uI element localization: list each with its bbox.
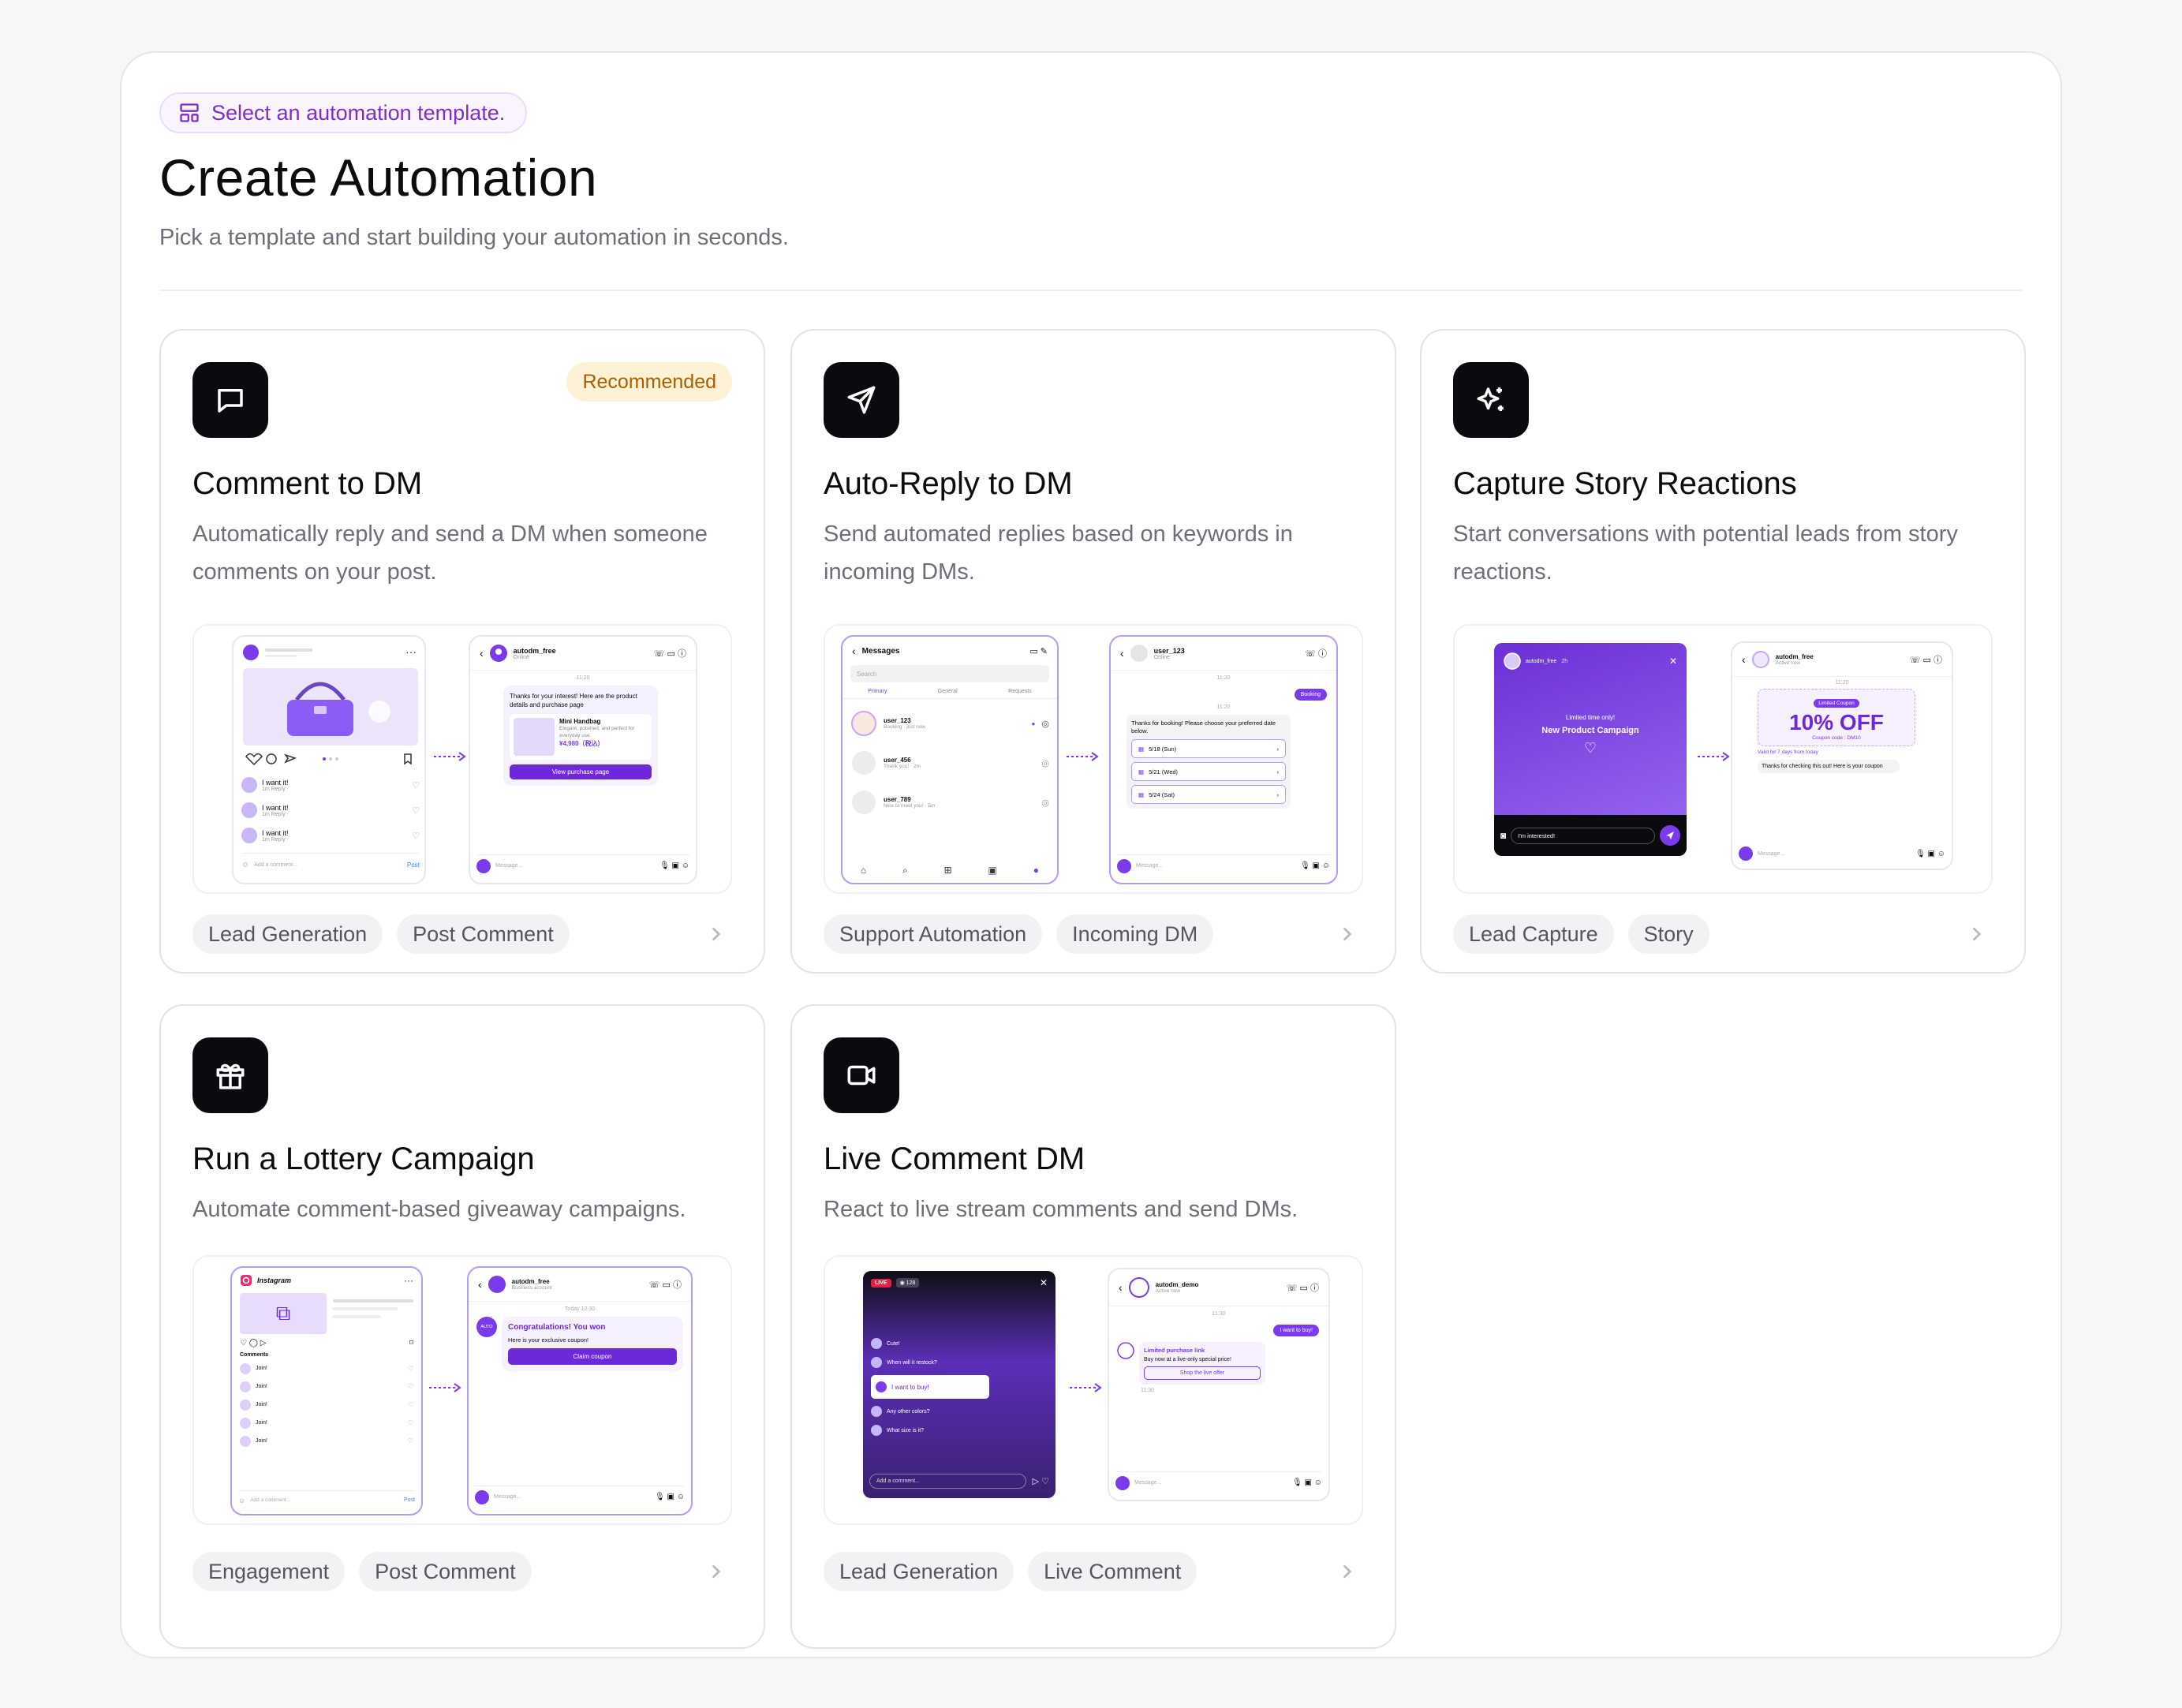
recommended-badge: Recommended	[566, 362, 732, 402]
comment-text: I want it!	[262, 803, 289, 812]
card-description: Send automated replies based on keywords…	[824, 521, 1293, 585]
send-icon	[847, 386, 876, 414]
tag-list: Lead Generation Post Comment	[192, 914, 570, 954]
chevron-right-icon	[1343, 927, 1352, 941]
inbox-phone-mockup: ‹ Messages ▭ ✎ Search Primary General Reques…	[841, 635, 1059, 884]
template-card-comment-to-dm[interactable]: Recommended Comment to DM Automatically …	[159, 329, 765, 974]
tag: Incoming DM	[1056, 914, 1214, 954]
create-automation-panel: Select an automation template. Create Au…	[120, 51, 2062, 1658]
comment-text: I want it!	[262, 828, 289, 837]
sparkles-icon-tile	[1453, 362, 1529, 438]
tag: Lead Generation	[192, 914, 383, 954]
card-title: Live Comment DM	[824, 1142, 1085, 1176]
chevron-right-icon	[712, 927, 721, 941]
layout-template-icon	[180, 103, 199, 122]
template-card-capture-story-reactions[interactable]: Capture Story Reactions Start conversati…	[1420, 329, 2026, 974]
card-preview: autodm_free 2h ✕ Limited time only! New Pr…	[1453, 624, 1993, 894]
tag-list: Engagement Post Comment	[192, 1552, 532, 1591]
chevron-right-icon	[1343, 1564, 1352, 1579]
flow-arrow-icon	[429, 1383, 461, 1392]
tag-list: Support Automation Incoming DM	[824, 914, 1214, 954]
shop-live-offer-button: Shop the live offer	[1144, 1366, 1261, 1380]
chevron-right-icon	[712, 1564, 721, 1579]
flow-arrow-icon	[1698, 752, 1730, 761]
card-title: Capture Story Reactions	[1453, 466, 1797, 501]
svg-text:···: ···	[405, 645, 417, 658]
live-stream-mockup: LIVE ◉ 128 ✕ Cute! When will it restock? I…	[863, 1271, 1056, 1498]
template-hint-pill: Select an automation template.	[159, 92, 528, 133]
tag: Engagement	[192, 1552, 346, 1591]
card-title: Run a Lottery Campaign	[192, 1142, 535, 1176]
view-purchase-button: View purchase page	[510, 764, 652, 779]
gift-icon-tile	[192, 1037, 268, 1113]
card-preview: LIVE ◉ 128 ✕ Cute! When will it restock? I…	[824, 1255, 1363, 1525]
card-preview: ‹ Messages ▭ ✎ Search Primary General Reques…	[824, 624, 1363, 894]
flow-arrow-icon	[434, 752, 466, 761]
winner-chat-mockup: ‹ autodm_free Business account ☏ ▭ ⓘ Today …	[467, 1266, 693, 1516]
video-icon-tile	[824, 1037, 899, 1113]
comment-text: I want it!	[262, 778, 289, 787]
tag: Post Comment	[359, 1552, 532, 1591]
card-title: Auto-Reply to DM	[824, 466, 1073, 501]
page-subtitle: Pick a template and start building your …	[159, 225, 789, 250]
template-hint-text: Select an automation template.	[211, 100, 506, 125]
template-card-live-comment-dm[interactable]: Live Comment DM React to live stream com…	[790, 1004, 1396, 1649]
tag-list: Lead Generation Live Comment	[824, 1552, 1197, 1591]
coupon-chat-mockup: ‹ autodm_free Active now ☏ ▭ ⓘ 11:20 Limite…	[1731, 641, 1953, 870]
template-card-auto-reply-to-dm[interactable]: Auto-Reply to DM Send automated replies …	[790, 329, 1396, 974]
chevron-right-icon	[1972, 927, 1982, 941]
card-preview: ··· I want it! 1m Reply ♡ I want it! 1m Rep…	[192, 624, 732, 894]
card-preview: Instagram ··· ⧉ ♡ ◯ ▷ ⌑ Comments Join! ♡ Jo…	[192, 1255, 732, 1525]
header-divider	[159, 290, 2023, 291]
live-offer-chat-mockup: ‹ autodm_demo Active now ☏ ▭ ⓘ 11:30 I want…	[1108, 1268, 1330, 1501]
tag-list: Lead Capture Story	[1453, 914, 1709, 954]
tag: Post Comment	[397, 914, 570, 954]
tag: Story	[1627, 914, 1709, 954]
claim-coupon-button: Claim coupon	[508, 1348, 677, 1365]
message-square-icon	[218, 389, 243, 413]
giveaway-post-mockup: Instagram ··· ⧉ ♡ ◯ ▷ ⌑ Comments Join! ♡ Jo…	[230, 1266, 423, 1516]
template-card-run-a-lottery-campaign[interactable]: Run a Lottery Campaign Automate comment-…	[159, 1004, 765, 1649]
tag: Live Comment	[1028, 1552, 1197, 1591]
tag: Lead Generation	[824, 1552, 1014, 1591]
card-description: Start conversations with potential leads…	[1453, 521, 1958, 585]
tag: Lead Capture	[1453, 914, 1614, 954]
card-description: Automate comment-based giveaway campaign…	[192, 1197, 686, 1222]
gift-icon	[216, 1063, 245, 1089]
post-phone-mockup: ··· I want it! 1m Reply ♡ I want it! 1m Rep…	[232, 635, 426, 884]
dm-phone-mockup: ‹ autodm_free Online ☏ ▭ ⓘ 11:20 Thanks for…	[469, 635, 697, 884]
page-title: Create Automation	[159, 148, 598, 207]
flow-arrow-icon	[1067, 752, 1099, 761]
sparkles-icon	[1477, 387, 1504, 411]
flow-arrow-icon	[1070, 1383, 1102, 1392]
comment-icon-tile	[192, 362, 268, 438]
send-icon-tile	[824, 362, 899, 438]
tag: Support Automation	[824, 914, 1043, 954]
booking-chat-mockup: ‹ user_123 Online ☏ ⓘ 11:20 Booking 11:20 T…	[1109, 635, 1338, 884]
story-mockup: autodm_free 2h ✕ Limited time only! New Pr…	[1494, 643, 1687, 856]
video-icon	[847, 1065, 876, 1086]
card-description: Automatically reply and send a DM when s…	[192, 521, 708, 585]
card-description: React to live stream comments and send D…	[824, 1197, 1298, 1222]
card-title: Comment to DM	[192, 466, 423, 501]
